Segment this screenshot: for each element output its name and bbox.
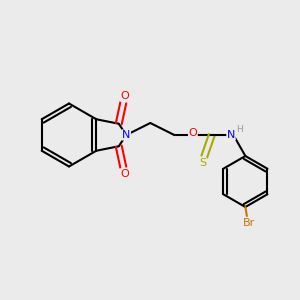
Text: O: O — [188, 128, 197, 139]
Text: Br: Br — [243, 218, 255, 228]
Text: N: N — [122, 130, 130, 140]
Text: O: O — [120, 91, 129, 101]
Text: N: N — [227, 130, 235, 140]
Text: S: S — [199, 158, 206, 168]
Text: H: H — [237, 124, 243, 134]
Text: O: O — [120, 169, 129, 179]
